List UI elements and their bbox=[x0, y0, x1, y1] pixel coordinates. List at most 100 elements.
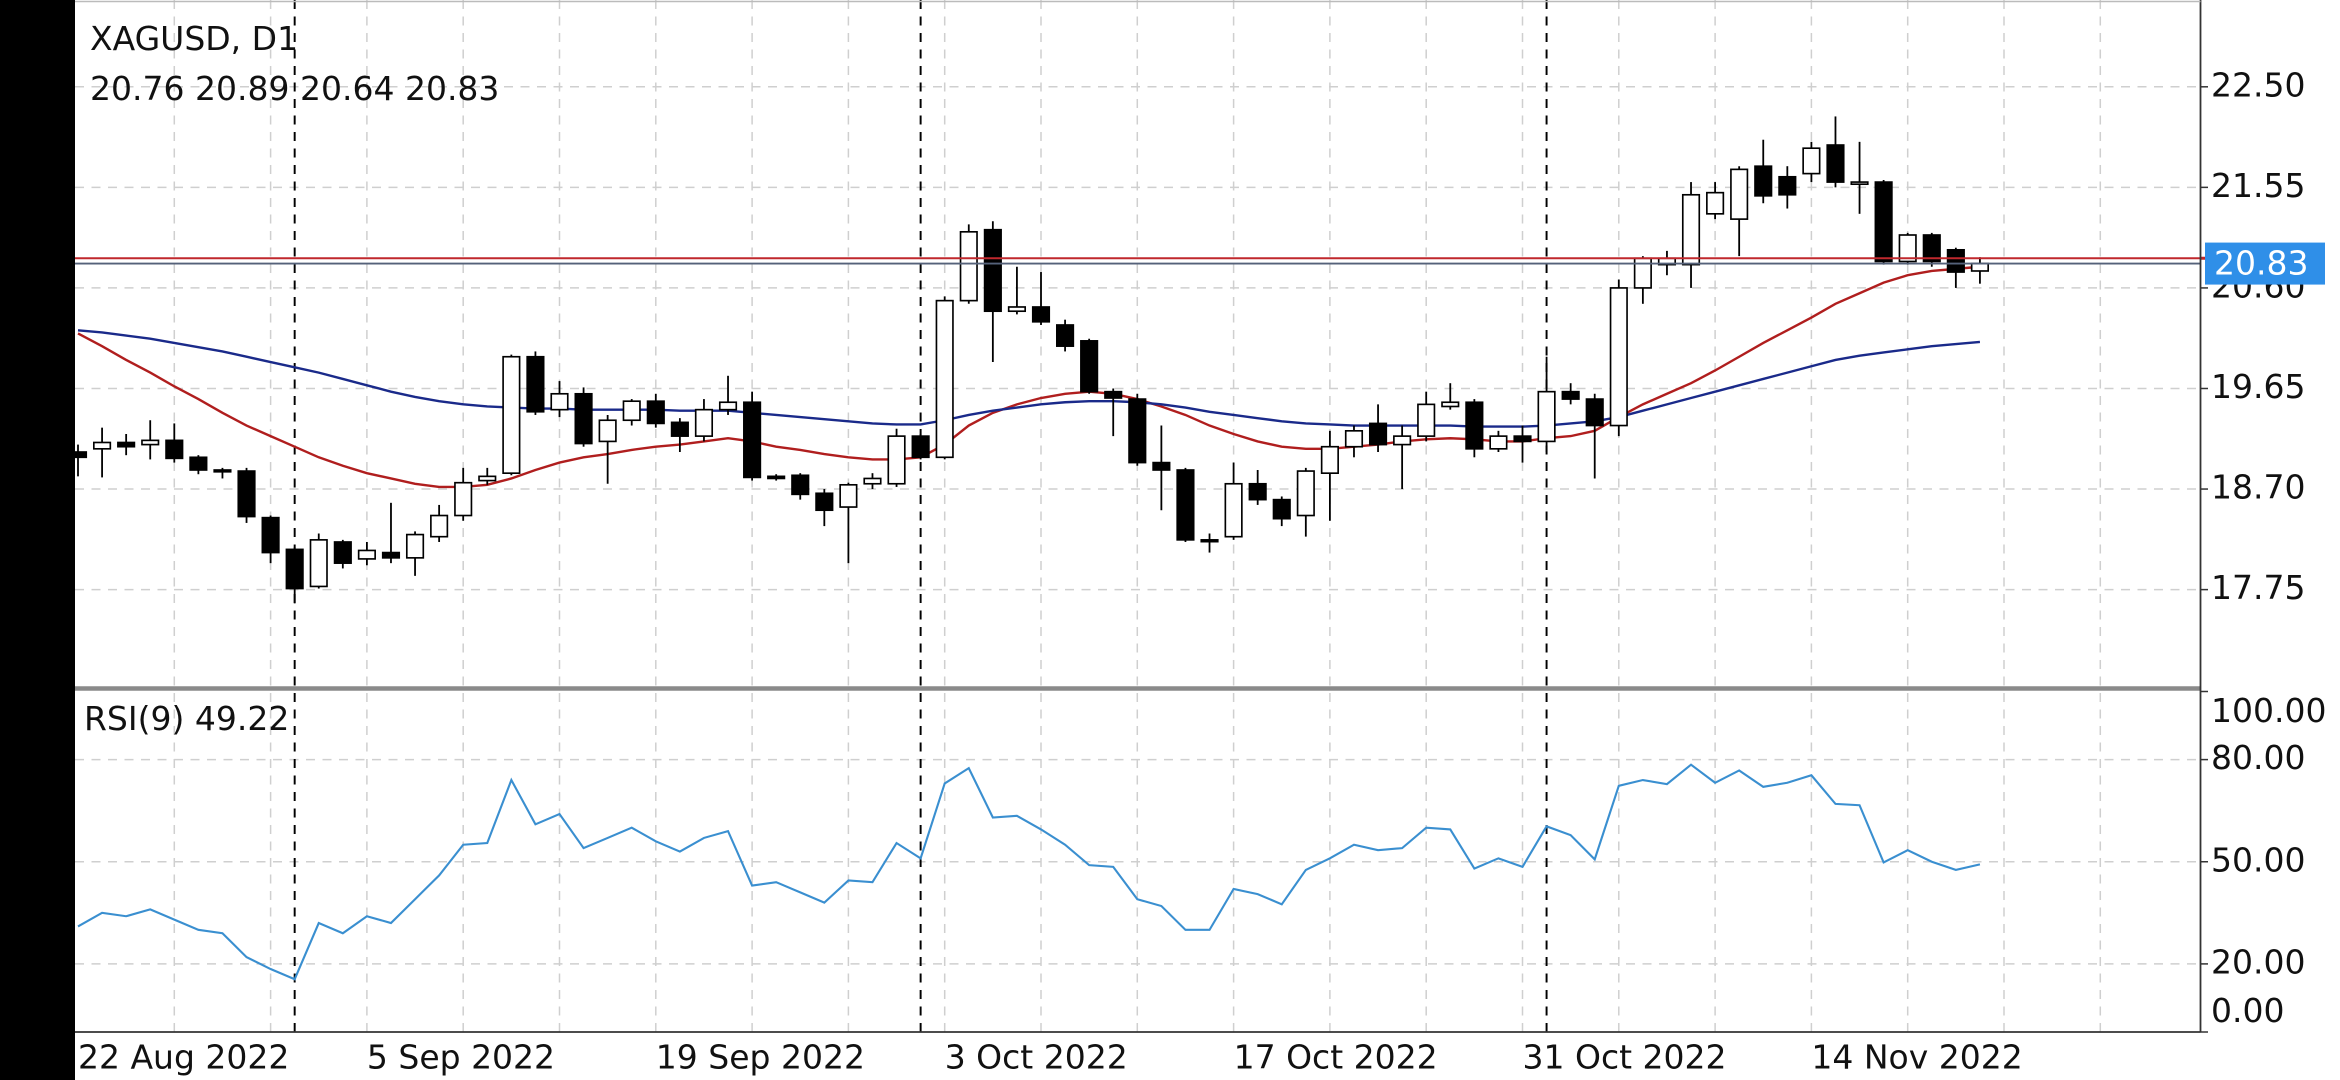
candle-body bbox=[839, 483, 858, 508]
candle-body bbox=[381, 551, 401, 559]
candle-body bbox=[1296, 470, 1315, 517]
ohlc-value: 20.89 bbox=[195, 69, 289, 108]
candle-body bbox=[791, 474, 810, 496]
candle-body bbox=[117, 441, 136, 448]
candle-body bbox=[1031, 306, 1051, 323]
candle-body bbox=[285, 548, 304, 590]
y-tick-label: 17.75 bbox=[2211, 568, 2305, 607]
x-tick-label: 3 Oct 2022 bbox=[945, 1038, 1128, 1077]
candle-body bbox=[165, 439, 184, 460]
ohlc-value: 20.76 bbox=[90, 69, 184, 108]
candle-body bbox=[1946, 248, 1965, 273]
candle-body bbox=[911, 435, 930, 459]
y-tick-label: 80.00 bbox=[2211, 738, 2305, 777]
candle-body bbox=[1754, 165, 1773, 197]
candle-body bbox=[1513, 435, 1532, 443]
y-tick-label: 19.65 bbox=[2211, 367, 2305, 406]
candle-body bbox=[309, 539, 328, 588]
candle-body bbox=[1441, 401, 1460, 408]
left-bar bbox=[0, 0, 75, 1080]
candle-body bbox=[502, 355, 521, 474]
candle-body bbox=[1465, 401, 1484, 450]
y-tick-label: 0.00 bbox=[2211, 991, 2284, 1030]
candle-body bbox=[622, 400, 641, 422]
candle-body bbox=[526, 355, 545, 413]
x-tick-label: 31 Oct 2022 bbox=[1523, 1038, 1727, 1077]
labels: 17.7518.7019.6520.6021.5522.500.0020.005… bbox=[78, 19, 2326, 1077]
candle-body bbox=[1922, 234, 1941, 263]
price-label: 20.83 bbox=[2214, 244, 2308, 283]
x-tick-label: 22 Aug 2022 bbox=[78, 1038, 289, 1077]
candle-body bbox=[694, 408, 714, 437]
candle-body bbox=[1561, 390, 1580, 400]
candle-body bbox=[261, 516, 280, 554]
candle-body bbox=[646, 400, 665, 425]
candle-body bbox=[1368, 422, 1388, 446]
candle-body bbox=[1850, 181, 1869, 186]
x-tick-label: 19 Sep 2022 bbox=[656, 1038, 865, 1077]
candle-body bbox=[1730, 168, 1749, 220]
candle-body bbox=[1706, 191, 1725, 215]
candle-body bbox=[237, 470, 256, 518]
y-tick-label: 20.00 bbox=[2211, 942, 2305, 981]
price-label-box bbox=[2205, 242, 2325, 285]
candle-body bbox=[863, 477, 882, 485]
candle-body bbox=[1393, 435, 1412, 446]
candle-body bbox=[213, 469, 232, 473]
candle-body bbox=[1537, 390, 1556, 443]
candle-body bbox=[1152, 461, 1171, 471]
y-tick-label: 50.00 bbox=[2211, 840, 2305, 879]
candle-body bbox=[1417, 403, 1436, 437]
candle-body bbox=[718, 401, 738, 411]
candles bbox=[75, 116, 2201, 604]
candle-body bbox=[75, 451, 88, 459]
rsi-last-value: 49.22 bbox=[195, 699, 289, 738]
candle-body bbox=[1874, 181, 1893, 263]
candle-body bbox=[1802, 147, 1821, 175]
candle-body bbox=[670, 421, 689, 437]
candle-body bbox=[1224, 482, 1243, 538]
moving-average bbox=[77, 329, 1981, 428]
candle-body bbox=[1104, 390, 1123, 399]
candle-body bbox=[1248, 482, 1267, 501]
candle-body bbox=[92, 441, 112, 450]
candle-body bbox=[767, 475, 786, 480]
rsi-name: RSI(9) bbox=[84, 699, 184, 738]
chart-title: XAGUSD, D1 bbox=[90, 19, 298, 58]
candle-body bbox=[1609, 287, 1628, 427]
candle-body bbox=[1344, 430, 1364, 448]
candle-body bbox=[333, 541, 352, 564]
candle-body bbox=[1585, 398, 1604, 427]
candle-body bbox=[1007, 306, 1027, 313]
candle-body bbox=[1489, 435, 1508, 450]
candle-body bbox=[598, 419, 617, 443]
candle-body bbox=[815, 492, 834, 512]
candle-body bbox=[1272, 498, 1291, 520]
candle-body bbox=[430, 514, 449, 538]
rsi-line bbox=[77, 763, 1981, 981]
rsi-title: RSI(9) 49.22 bbox=[84, 699, 289, 738]
candle-body bbox=[1128, 398, 1147, 464]
candle-body bbox=[1826, 144, 1845, 183]
ohlc-value: 20.83 bbox=[405, 69, 499, 108]
ohlc-value: 20.64 bbox=[300, 69, 394, 108]
y-tick-label: 21.55 bbox=[2211, 166, 2305, 205]
candle-body bbox=[357, 549, 376, 560]
x-tick-label: 14 Nov 2022 bbox=[1811, 1038, 2022, 1077]
ohlc-readout: 20.76 20.89 20.64 20.83 bbox=[90, 69, 499, 108]
candle-body bbox=[550, 392, 569, 411]
candle-body bbox=[935, 299, 954, 459]
candle-body bbox=[983, 228, 1002, 313]
candle-body bbox=[478, 475, 497, 482]
candle-body bbox=[1055, 324, 1075, 347]
moving-average bbox=[77, 265, 1981, 489]
candle-body bbox=[1320, 445, 1339, 474]
candle-body bbox=[959, 230, 978, 302]
candle-body bbox=[405, 533, 425, 559]
candle-body bbox=[141, 439, 160, 446]
candle-body bbox=[743, 401, 762, 479]
y-tick-label: 100.00 bbox=[2211, 691, 2326, 730]
candle-body bbox=[574, 392, 593, 445]
